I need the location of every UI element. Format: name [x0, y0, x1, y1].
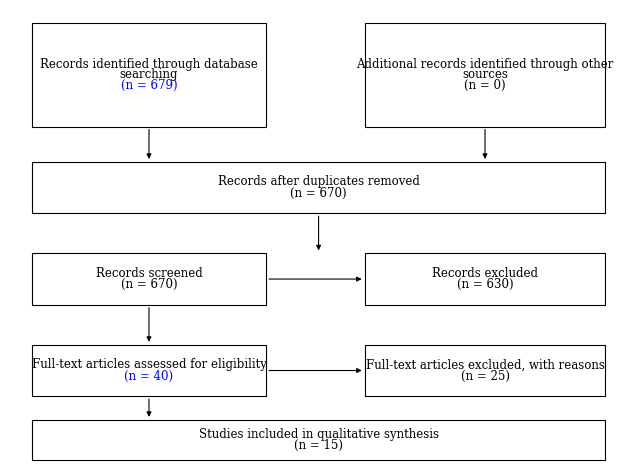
Text: (n = 25): (n = 25): [460, 370, 510, 383]
Text: Full-text articles excluded, with reasons: Full-text articles excluded, with reason…: [366, 358, 604, 371]
Text: sources: sources: [462, 68, 508, 81]
Text: Records screened: Records screened: [96, 267, 202, 280]
Bar: [32, 253, 266, 305]
Text: searching: searching: [120, 68, 178, 81]
Bar: [32, 162, 605, 213]
Text: (n = 630): (n = 630): [456, 278, 514, 291]
Text: Records after duplicates removed: Records after duplicates removed: [217, 175, 420, 189]
Bar: [365, 253, 605, 305]
Text: Additional records identified through other: Additional records identified through ot…: [356, 58, 614, 71]
Text: (n = 670): (n = 670): [120, 278, 178, 291]
Text: (n = 670): (n = 670): [290, 187, 347, 200]
Text: Records identified through database: Records identified through database: [40, 58, 258, 71]
Bar: [365, 345, 605, 396]
Bar: [32, 345, 266, 396]
Text: (n = 15): (n = 15): [294, 439, 343, 452]
Text: Records excluded: Records excluded: [432, 267, 538, 280]
Text: Full-text articles assessed for eligibility: Full-text articles assessed for eligibil…: [32, 358, 266, 371]
Bar: [32, 23, 266, 127]
Text: Studies included in qualitative synthesis: Studies included in qualitative synthesi…: [198, 428, 439, 440]
Bar: [365, 23, 605, 127]
Text: (n = 679): (n = 679): [120, 79, 178, 92]
Text: (n = 0): (n = 0): [464, 79, 506, 92]
Text: (n = 40): (n = 40): [124, 370, 174, 383]
Bar: [32, 420, 605, 460]
